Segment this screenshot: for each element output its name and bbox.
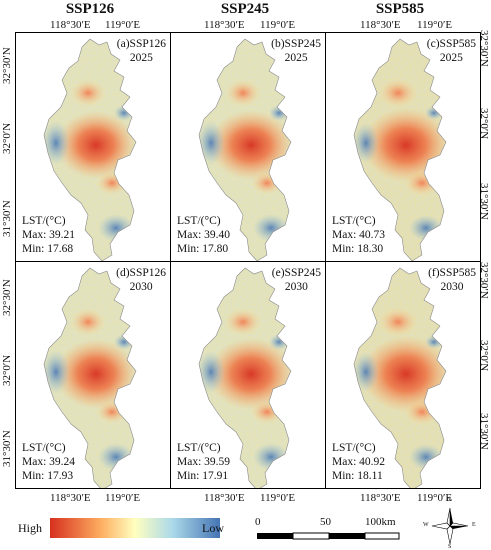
column-title-ssp585: SSP585 — [375, 1, 425, 17]
y-tick-left-row2-32-30: 32°30′N — [1, 279, 13, 316]
y-tick-left-row2-31-30: 31°30′N — [1, 430, 13, 467]
lst-map-b — [198, 38, 292, 261]
map-panel-f: (f)SSP585 2030 LST/(°C) Max: 40.92 Min: 18.… — [325, 261, 481, 489]
lst-map-a — [43, 38, 137, 261]
x-tick-top-2-119-0: 119°0′E — [260, 19, 296, 31]
y-tick-left-row1-32-0: 32°0′N — [1, 122, 13, 154]
compass-w: W — [423, 522, 429, 528]
compass-e: E — [472, 522, 476, 528]
x-tick-bottom-3-119-0: 119°0′E — [417, 492, 453, 504]
panel-label-e: (e)SSP245 2030 — [271, 267, 321, 293]
x-tick-bottom-1-118-30: 118°30′E — [50, 492, 91, 504]
map-panel-c: (c)SSP585 2025 LST/(°C) Max: 40.73 Min: 18.… — [325, 32, 481, 262]
panel-stats-f: LST/(°C) Max: 40.92 Min: 18.11 — [332, 442, 386, 482]
panel-label-b: (b)SSP245 2025 — [271, 38, 321, 64]
panel-label-d: (d)SSP126 2030 — [116, 267, 166, 293]
legend-low-label: Low — [202, 521, 224, 535]
y-tick-left-row2-32-0: 32°0′N — [1, 354, 13, 386]
x-tick-bottom-2-118-30: 118°30′E — [204, 492, 245, 504]
legend-high-label: High — [18, 521, 42, 535]
x-tick-bottom-3-118-30: 118°30′E — [360, 492, 401, 504]
panel-stats-b: LST/(°C) Max: 39.40 Min: 17.80 — [177, 215, 231, 255]
scale-bar-segment — [292, 532, 330, 540]
compass-rose-icon — [431, 507, 469, 545]
y-tick-left-row1-31-30: 31°30′N — [1, 200, 13, 237]
scale-bar-label-100km: 100km — [365, 516, 396, 528]
lst-map-f — [353, 267, 447, 488]
x-tick-top-3-119-0: 119°0′E — [417, 19, 453, 31]
x-tick-bottom-1-119-0: 119°0′E — [105, 492, 141, 504]
scale-bar — [257, 532, 400, 540]
x-tick-top-3-118-30: 118°30′E — [360, 19, 401, 31]
compass-n: N — [447, 497, 452, 503]
panel-stats-c: LST/(°C) Max: 40.73 Min: 18.30 — [332, 215, 386, 255]
lst-map-c — [353, 38, 447, 261]
scale-bar-segment — [329, 533, 365, 539]
panel-stats-e: LST/(°C) Max: 39.59 Min: 17.91 — [177, 442, 231, 482]
compass-s: S — [448, 544, 452, 550]
legend-color-bar — [50, 518, 220, 538]
lst-map-d — [43, 267, 137, 488]
scale-bar-label-50: 50 — [320, 516, 331, 528]
map-panel-e: (e)SSP245 2030 LST/(°C) Max: 39.59 Min: 17.… — [170, 261, 326, 489]
scale-bar-label-0: 0 — [255, 516, 261, 528]
x-tick-bottom-2-119-0: 119°0′E — [260, 492, 296, 504]
x-tick-top-2-118-30: 118°30′E — [204, 19, 245, 31]
map-panel-b: (b)SSP245 2025 LST/(°C) Max: 39.40 Min: 17.… — [170, 32, 326, 262]
map-panel-d: (d)SSP126 2030 LST/(°C) Max: 39.24 Min: 17.… — [15, 261, 171, 489]
x-tick-top-1-118-30: 118°30′E — [50, 19, 91, 31]
x-tick-top-1-119-0: 119°0′E — [105, 19, 141, 31]
panel-stats-d: LST/(°C) Max: 39.24 Min: 17.93 — [22, 442, 76, 482]
panel-stats-a: LST/(°C) Max: 39.21 Min: 17.68 — [22, 215, 76, 255]
y-tick-left-row1-32-30: 32°30′N — [1, 47, 13, 84]
panel-label-f: (f)SSP585 2030 — [428, 267, 476, 293]
scale-bar-segment — [364, 532, 400, 540]
column-title-ssp126: SSP126 — [65, 1, 115, 17]
map-panel-a: (a)SSP126 2025 LST/(°C) Max: 39.21 Min: 17.… — [15, 32, 171, 262]
panel-label-c: (c)SSP585 2025 — [426, 38, 476, 64]
panel-label-a: (a)SSP126 2025 — [116, 38, 166, 64]
lst-map-e — [198, 267, 292, 488]
column-title-ssp245: SSP245 — [220, 1, 270, 17]
scale-bar-segment — [257, 533, 293, 539]
